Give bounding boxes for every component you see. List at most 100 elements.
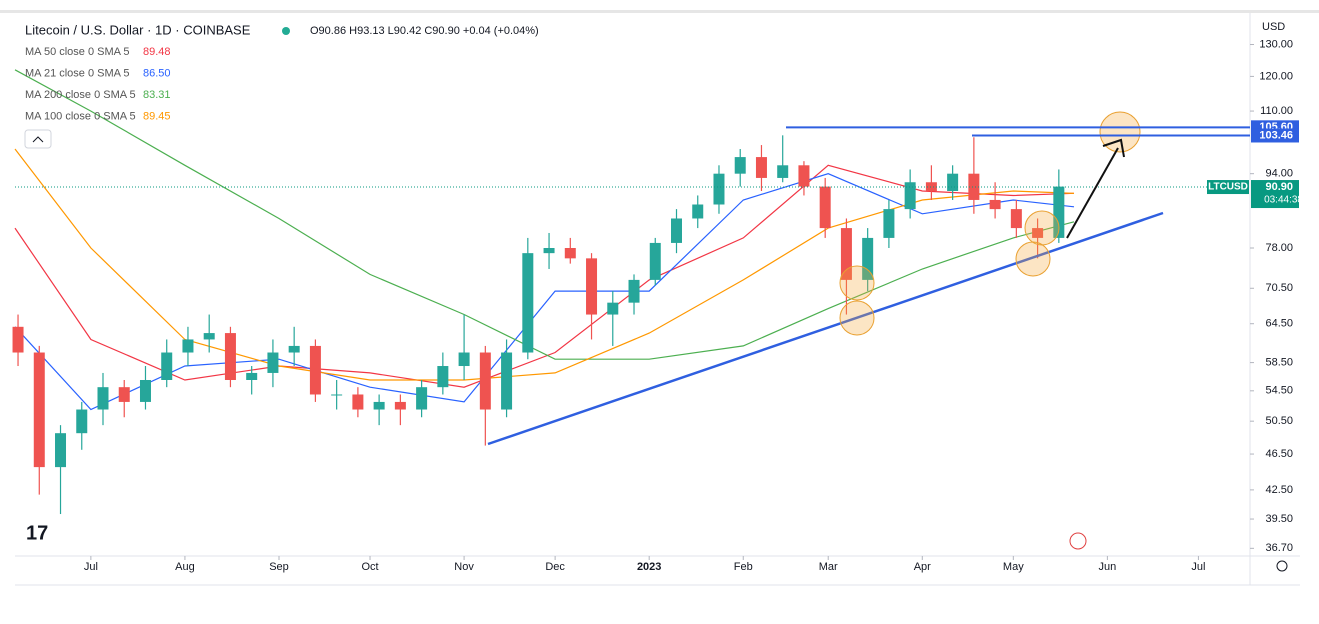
y-tick-label: 130.00 — [1259, 38, 1293, 50]
candle-body — [925, 182, 937, 192]
candle-body — [331, 394, 343, 396]
ohlc: O90.86 H93.13 L90.42 C90.90 +0.04 (+0.04… — [310, 25, 539, 37]
candle-body — [755, 157, 767, 178]
plot-area — [12, 69, 1250, 515]
candle-body — [798, 165, 810, 187]
y-tick-label: 94.00 — [1265, 168, 1293, 180]
y-tick-label: 64.50 — [1265, 318, 1293, 330]
x-tick-label: Apr — [914, 561, 931, 573]
y-tick-label: 36.70 — [1265, 542, 1293, 554]
candle-body — [501, 352, 513, 410]
chart-title: Litecoin / U.S. Dollar · 1D · COINBASE — [25, 22, 251, 37]
legend-name: MA 100 close 0 SMA 5 — [25, 110, 136, 122]
candle-body — [989, 199, 1001, 210]
candle-body — [416, 387, 428, 410]
candle-body — [692, 204, 704, 219]
x-tick-label: 2023 — [637, 561, 661, 573]
candle-body — [734, 157, 746, 174]
candle-body — [33, 352, 45, 468]
collapse-button[interactable] — [24, 129, 52, 149]
candle-body — [139, 379, 151, 402]
x-tick-label: Feb — [734, 561, 753, 573]
candle-body — [1053, 186, 1065, 238]
event-icon[interactable] — [1069, 532, 1087, 550]
chevron — [32, 136, 44, 143]
logo: 17 — [26, 522, 48, 544]
trend-line — [487, 211, 1164, 446]
currency: USD — [1262, 21, 1285, 33]
y-tick-label: 50.50 — [1265, 415, 1293, 427]
x-tick-label: Jul — [1191, 561, 1205, 573]
status-dot — [282, 27, 290, 35]
y-tick-label: 58.50 — [1265, 357, 1293, 369]
x-tick-label: Jun — [1099, 561, 1117, 573]
y-tick-label: 46.50 — [1265, 448, 1293, 460]
candle-body — [12, 326, 24, 353]
candle-body — [586, 258, 598, 315]
settings-icon[interactable] — [1276, 560, 1288, 572]
candle-body — [649, 242, 661, 280]
symbol-tag: LTCUSD — [1208, 182, 1248, 193]
candle-body — [862, 237, 874, 280]
legend-value: 89.48 — [143, 46, 171, 58]
candle-body — [224, 333, 236, 380]
top-strip — [0, 10, 1319, 13]
candle-body — [543, 248, 555, 254]
candle-body — [713, 173, 725, 205]
candle-body — [819, 186, 831, 229]
candle-body — [564, 248, 576, 259]
candle-body — [352, 394, 364, 410]
symbol-tag-bg — [1207, 180, 1249, 195]
candle-body — [522, 253, 534, 353]
arrow-head — [1102, 138, 1125, 158]
candle-body — [904, 182, 916, 210]
circle — [839, 300, 875, 336]
y-tick-label: 54.50 — [1265, 385, 1293, 397]
candle-body — [883, 209, 895, 238]
arrow-shaft — [1066, 147, 1119, 239]
last-price-bg — [1251, 180, 1299, 209]
price-label-bg — [1251, 128, 1299, 143]
ma-line — [14, 69, 1075, 360]
x-tick-label: Nov — [454, 561, 474, 573]
y-tick-label: 39.50 — [1265, 513, 1293, 525]
candle-body — [670, 218, 682, 243]
y-tick-label: 120.00 — [1259, 70, 1293, 82]
candle-body — [479, 352, 491, 410]
circle — [1099, 111, 1141, 153]
x-tick-label: May — [1003, 561, 1024, 573]
candle-body — [947, 173, 959, 192]
candle-body — [309, 345, 321, 395]
y-tick-label: 70.50 — [1265, 282, 1293, 294]
x-tick-label: Mar — [819, 561, 838, 573]
candle-body — [182, 339, 194, 353]
candle-body — [97, 387, 109, 410]
candle-body — [777, 165, 789, 178]
candle-body — [968, 173, 980, 200]
candle-body — [1010, 209, 1022, 229]
candle-body — [394, 401, 406, 410]
legend-value: 86.50 — [143, 67, 171, 79]
circle — [1024, 210, 1060, 246]
x-tick-label: Dec — [545, 561, 565, 573]
candle-body — [1032, 228, 1044, 238]
candle-body — [840, 228, 852, 280]
candle-body — [437, 366, 449, 388]
x-tick-label: Aug — [175, 561, 195, 573]
candle-body — [373, 401, 385, 410]
circle — [1015, 241, 1051, 277]
candle-body — [55, 433, 67, 468]
legend-value: 83.31 — [143, 89, 171, 101]
ma-line — [14, 164, 1075, 388]
candle-body — [267, 352, 279, 373]
candle-body — [118, 387, 130, 402]
x-tick-label: Jul — [84, 561, 98, 573]
candle-body — [203, 333, 215, 340]
candle-body — [628, 279, 640, 303]
y-tick-label: 78.00 — [1265, 242, 1293, 254]
candle-body — [161, 352, 173, 380]
circle — [839, 265, 875, 301]
candle-body — [76, 409, 88, 434]
